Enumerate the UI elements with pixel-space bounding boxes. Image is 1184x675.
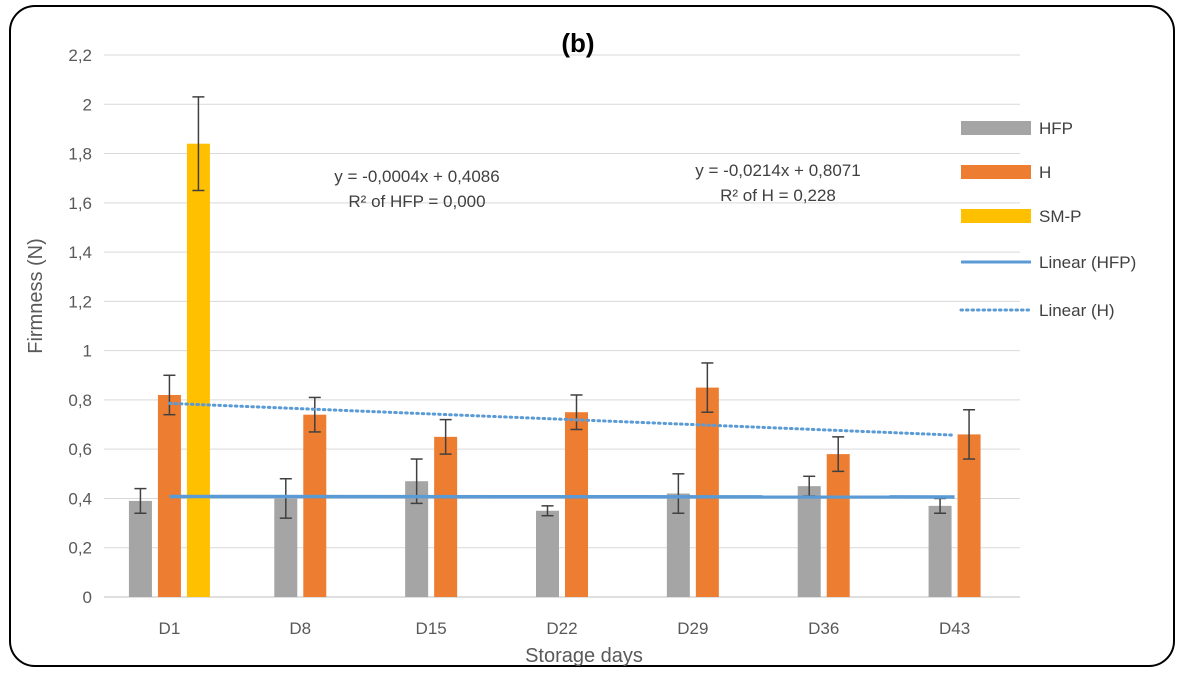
- y-axis-title: Firmness (N): [25, 238, 47, 354]
- bar-h-d8: [303, 414, 327, 597]
- bar-h-d29: [695, 387, 719, 597]
- h-r-squared: R² of H = 0,228: [720, 186, 836, 205]
- y-tick-label: 0,2: [68, 539, 92, 558]
- y-tick-label: 0,8: [68, 391, 92, 410]
- y-tick-label: 2,2: [68, 46, 92, 65]
- y-tick-label: 1,2: [68, 292, 92, 311]
- legend-label: H: [1039, 163, 1051, 182]
- trendlines: [167, 401, 957, 499]
- bar-hfp-d36: [797, 486, 821, 597]
- chart-title: (b): [561, 28, 594, 58]
- y-tick-label: 1: [83, 342, 92, 361]
- bar-hfp-d1: [128, 500, 152, 597]
- legend-label: Linear (H): [1039, 301, 1115, 320]
- x-tick-label: D1: [159, 619, 181, 638]
- x-tick-label: D15: [416, 619, 447, 638]
- y-tick-label: 0,4: [68, 489, 92, 508]
- bar-h-d43: [957, 434, 981, 597]
- bar-sm-p-d1: [186, 143, 210, 597]
- legend-swatch-h: [961, 165, 1031, 179]
- bar-hfp-d15: [405, 481, 429, 597]
- gridlines: [104, 54, 1020, 598]
- bar-hfp-d8: [274, 498, 298, 597]
- legend: HFP H SM-P Linear (HFP) Linear (H): [959, 119, 1136, 320]
- h-equation: y = -0,0214x + 0,8071: [695, 161, 860, 180]
- y-tick-label: 1,8: [68, 145, 92, 164]
- x-tick-label: D8: [289, 619, 311, 638]
- y-axis-ticks: 0 0,2 0,4 0,6 0,8 1 1,2 1,4 1,6 1,8 2 2,2: [68, 46, 92, 607]
- bar-hfp-d43: [928, 505, 952, 597]
- bar-h-d1: [157, 394, 181, 597]
- bars: [128, 143, 981, 597]
- bar-h-d15: [434, 436, 458, 597]
- bar-hfp-d22: [536, 510, 559, 597]
- legend-label: Linear (HFP): [1039, 253, 1136, 272]
- x-tick-label: D36: [808, 619, 839, 638]
- y-tick-label: 0: [83, 588, 92, 607]
- x-tick-label: D22: [546, 619, 577, 638]
- bar-hfp-d29: [666, 493, 690, 597]
- legend-label: HFP: [1039, 119, 1073, 138]
- x-axis-title: Storage days: [525, 645, 643, 667]
- hfp-r-squared: R² of HFP = 0,000: [348, 192, 485, 211]
- y-tick-label: 2: [83, 95, 92, 114]
- x-tick-label: D29: [677, 619, 708, 638]
- x-axis-categories: D1 D8 D15 D22 D29 D36 D43: [159, 619, 971, 638]
- bar-h-d22: [565, 412, 588, 597]
- legend-swatch-hfp: [961, 121, 1031, 135]
- bar-h-d36: [826, 454, 850, 597]
- trendline-linear-h: [167, 401, 957, 437]
- legend-label: SM-P: [1039, 207, 1082, 226]
- y-tick-label: 0,6: [68, 440, 92, 459]
- x-tick-label: D43: [939, 619, 970, 638]
- y-tick-label: 1,6: [68, 194, 92, 213]
- y-tick-label: 1,4: [68, 243, 92, 262]
- legend-swatch-sm-p: [961, 209, 1031, 223]
- hfp-equation: y = -0,0004x + 0,4086: [334, 167, 499, 186]
